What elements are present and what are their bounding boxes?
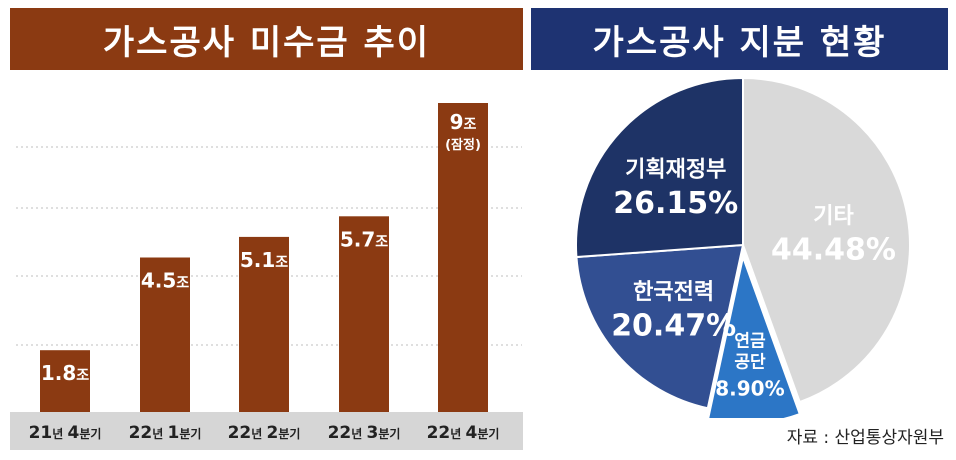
pie-slice-label: 공단 bbox=[734, 352, 766, 372]
bar-note-label: (잠정) bbox=[445, 137, 481, 153]
bar bbox=[40, 350, 90, 412]
x-tick-label: 22년 4분기 bbox=[427, 423, 500, 443]
pie-slice-label: 기획재정부 bbox=[625, 157, 726, 182]
pie-slice-percent: 20.47% bbox=[611, 309, 736, 344]
x-tick-label: 22년 1분기 bbox=[129, 423, 202, 443]
bar bbox=[140, 257, 190, 412]
pie-slice bbox=[575, 78, 744, 259]
bar bbox=[239, 236, 289, 412]
receivables-bar-chart: 1.8조 21년 4분기 4.5조 22년 1분기 5.1조 22년 2분기 5.7조 22년… bbox=[10, 103, 523, 450]
left-chart-title: 가스공사 미수금 추이 bbox=[10, 8, 523, 70]
pie-slice bbox=[575, 243, 745, 410]
x-axis-strip bbox=[10, 412, 523, 450]
bar-value-label: 4.5조 bbox=[141, 269, 189, 293]
pie-slice-percent: 44.48% bbox=[771, 233, 896, 268]
x-tick-label: 22년 3분기 bbox=[328, 423, 401, 443]
pie-slice-label: 연금 bbox=[734, 331, 766, 351]
x-tick-label: 22년 2분기 bbox=[228, 423, 301, 443]
bar bbox=[438, 103, 488, 412]
right-chart-title: 가스공사 지분 현황 bbox=[531, 8, 948, 70]
source-note: 자료 : 산업통상자원부 bbox=[786, 428, 944, 448]
pie-slice-percent: 26.15% bbox=[613, 186, 738, 221]
pie-slice-percent: 8.90% bbox=[715, 376, 784, 400]
pie-slice-label: 기타 bbox=[813, 204, 854, 229]
bar-value-label: 5.1조 bbox=[240, 248, 288, 272]
bar bbox=[339, 216, 389, 412]
x-tick-label: 21년 4분기 bbox=[29, 423, 102, 443]
bar-value-label: 9조 bbox=[450, 110, 477, 134]
pie-slice-label: 한국전력 bbox=[633, 280, 714, 305]
pie-slice bbox=[742, 78, 911, 404]
bar-value-label: 5.7조 bbox=[340, 227, 388, 251]
pie-slice bbox=[707, 253, 802, 418]
bar-value-label: 1.8조 bbox=[41, 361, 89, 385]
